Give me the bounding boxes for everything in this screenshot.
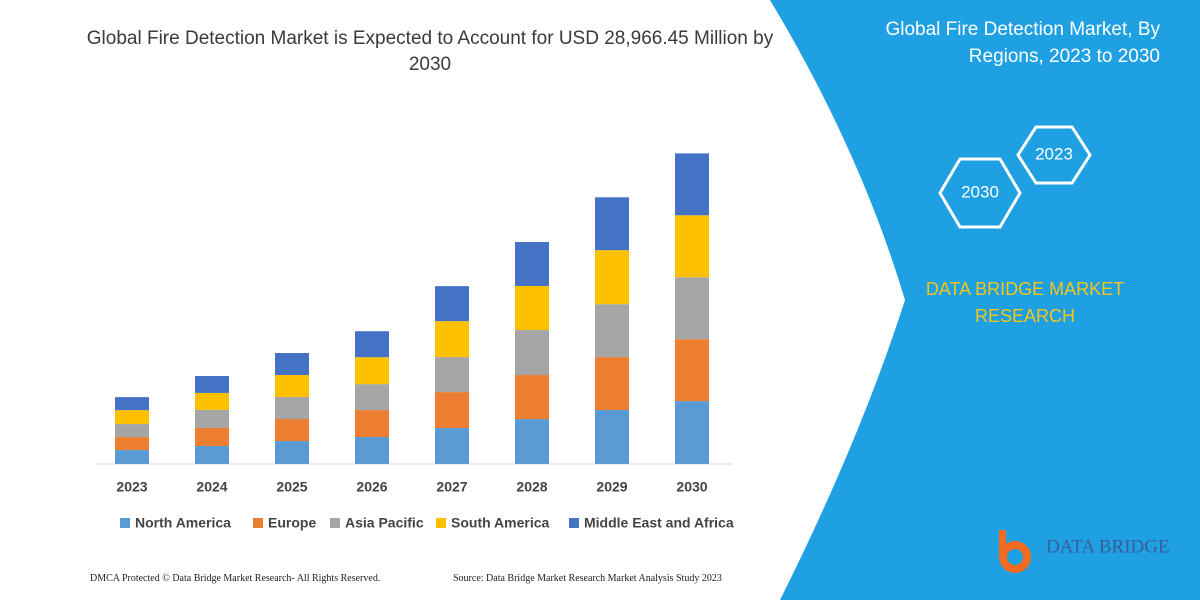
chart-title: Global Fire Detection Market is Expected… [86,28,774,75]
bar-segment [115,424,149,438]
bar-segment [595,250,629,305]
brand: DATA BRIDGE MARKET RESEARCH [925,279,1125,326]
x-tick-label: 2027 [436,479,467,495]
bar-segment [115,397,149,411]
legend-swatch [569,518,579,528]
bar-segment [115,450,149,464]
bar-segment [275,441,309,464]
bar-segment [195,427,229,446]
bar-segment [595,410,629,464]
x-tick-label: 2023 [116,479,147,495]
bar-segment [595,197,629,251]
x-tick-label: 2025 [276,479,307,495]
bar-segment [515,330,549,376]
bar-segment [435,286,469,322]
bar-segment [275,397,309,420]
bar-segment [195,445,229,464]
bar-segment [675,401,709,464]
x-tick-label: 2026 [356,479,387,495]
bar-segment [115,437,149,451]
bar-segment [435,321,469,358]
bar-segment [675,153,709,216]
bar-segment [515,242,549,287]
legend-swatch [436,518,446,528]
hexagons [938,125,1092,229]
legend-swatch [253,518,263,528]
legend-label: North America [135,515,231,531]
bar-segment [435,357,469,393]
bar-segment [435,392,469,429]
footer-left: DMCA Protected © Data Bridge Market Rese… [90,573,381,584]
legend-label: South America [451,515,549,531]
bar-segment [515,286,549,331]
bar-segment [115,410,149,425]
bar-segment [355,331,389,358]
legend-label: Europe [268,515,316,531]
bar-segment [355,384,389,411]
bar-segment [355,437,389,464]
x-tick-label: 2024 [196,479,227,495]
bar-segment [675,339,709,402]
bar-segment [515,419,549,464]
bar-segment [435,428,469,464]
x-tick-label: 2030 [676,479,707,495]
x-tick-label: 2029 [596,479,627,495]
bar-segment [595,357,629,411]
footer-right: Source: Data Bridge Market Research Mark… [453,573,722,584]
bar-segment [275,419,309,442]
bar-segment [675,215,709,278]
legend-label: Asia Pacific [345,515,424,531]
legend-swatch [120,518,130,528]
legend-swatch [330,518,340,528]
logo-text: DATA BRIDGE [1046,536,1170,557]
bar-segment [675,277,709,340]
bar-segment [195,392,229,410]
bar-segment [515,375,549,420]
bar-segment [355,410,389,438]
hex-label: 2023 [1035,144,1073,163]
logo [999,530,1031,573]
panel-title: Global Fire Detection Market, By Regions… [885,19,1160,67]
bar-segment [595,304,629,358]
bar-segment [275,375,309,398]
bar-segment [355,357,389,385]
bar-segment [195,409,229,428]
hex-label: 2030 [961,182,999,201]
x-tick-label: 2028 [516,479,547,495]
side-panel-bg [770,0,1200,600]
legend-label: Middle East and Africa [584,515,734,531]
bar-segment [195,375,229,393]
bar-segment [275,353,309,376]
